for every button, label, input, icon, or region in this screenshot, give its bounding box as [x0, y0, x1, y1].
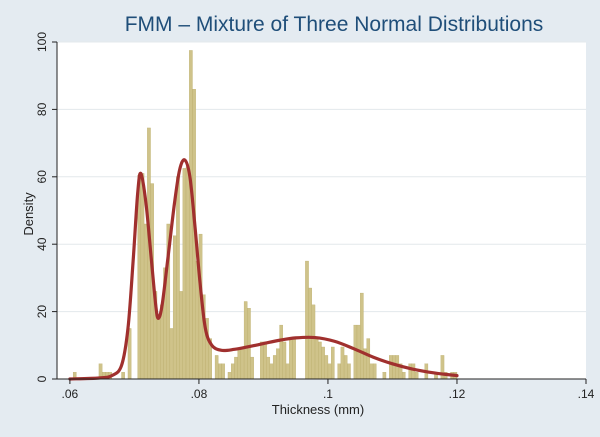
histogram-bar [347, 363, 351, 380]
histogram-bar [156, 318, 161, 380]
histogram-bar [414, 372, 419, 380]
histogram-bar [237, 348, 242, 380]
histogram-bar [231, 363, 235, 380]
y-tick-label: 0 [35, 375, 49, 382]
y-tick-label: 100 [35, 32, 49, 52]
histogram-bar [214, 355, 219, 380]
histogram-bar [218, 363, 222, 380]
histogram-bar [279, 324, 283, 380]
histogram-bar [311, 304, 316, 380]
histogram-bar [372, 363, 377, 380]
histogram-bar [337, 363, 342, 380]
histogram-bar [243, 301, 248, 380]
histogram-bar [121, 372, 125, 380]
x-tick-label: .12 [449, 387, 466, 401]
histogram-bar [318, 341, 322, 380]
histogram-bar [172, 235, 177, 380]
histogram-bar [250, 356, 254, 380]
histogram-bar [382, 372, 387, 380]
histogram-bar [343, 355, 348, 380]
histogram-bar [140, 173, 145, 380]
histogram-bar [360, 292, 364, 380]
histogram-bar [143, 223, 148, 380]
histogram-bar [308, 287, 312, 380]
histogram-bar [285, 363, 290, 380]
histogram-bar [340, 346, 345, 380]
chart-title: FMM – Mixture of Three Normal Distributi… [125, 13, 544, 36]
histogram-bar [269, 363, 274, 380]
histogram-bar [321, 346, 325, 380]
x-tick-label: .14 [578, 387, 595, 401]
histogram-bar [240, 348, 245, 380]
x-tick-label: .08 [191, 387, 208, 401]
histogram-bar [189, 50, 193, 380]
histogram-bar [389, 355, 393, 380]
histogram-bar [324, 355, 329, 380]
density-curve [68, 158, 459, 381]
y-tick-label: 20 [35, 305, 49, 319]
histogram-bar [182, 168, 187, 380]
histogram-bar [331, 346, 335, 380]
histogram-bar [327, 363, 332, 380]
histogram-bar [366, 338, 371, 380]
y-tick-label: 60 [35, 170, 49, 184]
y-tick-label: 80 [35, 102, 49, 116]
histogram-bar [234, 356, 238, 380]
x-tick-label: .1 [323, 387, 333, 401]
histogram-bar [247, 308, 251, 380]
histogram-bar [289, 338, 293, 380]
histogram-bar [282, 341, 287, 380]
histogram-bar [179, 291, 183, 380]
histogram-bar [353, 324, 358, 380]
density-curve-layer [68, 158, 459, 381]
histogram-bar [392, 355, 396, 380]
histogram-bar [314, 338, 319, 380]
histogram-bar [176, 176, 180, 380]
histogram-bar [272, 355, 277, 380]
histogram-bar [411, 363, 416, 380]
histogram-bar [221, 363, 225, 380]
histogram-bar [260, 341, 264, 380]
x-tick-label: .06 [62, 387, 79, 401]
histogram-bar [401, 372, 406, 380]
axes [56, 42, 586, 380]
histogram-bar [305, 260, 309, 380]
y-axis-label: Density [21, 192, 36, 236]
histogram-bar [292, 338, 296, 380]
y-tick-label: 40 [35, 237, 49, 251]
histogram-bar [369, 363, 374, 380]
tick-labels: 0 20 40 60 80 100 .06 .08 .1 .12 .14 [35, 32, 595, 401]
histogram-bar [408, 363, 412, 380]
histogram-bar [266, 356, 271, 380]
histogram-bar [185, 166, 190, 380]
x-axis-label: Thickness (mm) [272, 402, 364, 417]
histogram-bar [263, 341, 267, 380]
histogram-bar [276, 348, 280, 380]
histogram-bar [169, 328, 174, 380]
histogram-bar [227, 372, 232, 380]
